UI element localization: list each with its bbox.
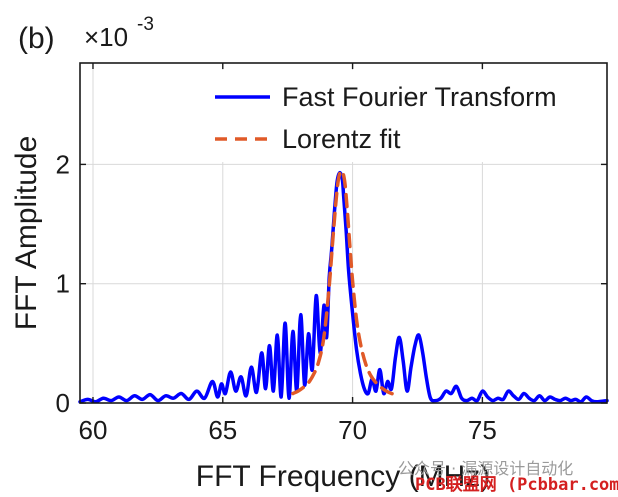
axis-multiplier: ×10 -3 — [84, 14, 154, 52]
y-tick-label: 1 — [56, 269, 70, 299]
y-axis-title: FFT Amplitude — [10, 136, 43, 331]
series-layer — [78, 169, 609, 404]
x-ticks: 60 65 70 75 — [79, 63, 497, 445]
legend: Fast Fourier Transform Lorentz fit — [205, 70, 600, 162]
x-tick-label: 75 — [468, 415, 497, 445]
lorentz-fit-line — [291, 169, 399, 397]
multiplier-exponent: -3 — [137, 14, 154, 35]
y-ticks: 0 1 2 — [56, 149, 607, 418]
watermark: 公众号 · 漏源设计自动化 PCB联盟网 (Pcbbar.com) — [398, 459, 618, 495]
y-tick-label: 2 — [56, 149, 70, 179]
x-tick-label: 65 — [208, 415, 237, 445]
legend-label-fft: Fast Fourier Transform — [282, 82, 557, 112]
x-tick-label: 60 — [79, 415, 108, 445]
y-tick-label: 0 — [56, 388, 70, 418]
panel-label: (b) — [18, 22, 55, 55]
legend-box — [205, 70, 600, 162]
x-tick-label: 70 — [338, 415, 367, 445]
watermark-line2: PCB联盟网 (Pcbbar.com) — [415, 475, 618, 495]
x-axis-title: FFT Frequency (MHz) — [196, 460, 490, 493]
fft-series-line — [78, 170, 609, 404]
watermark-line1: 公众号 · 漏源设计自动化 — [398, 459, 573, 478]
multiplier-base: ×10 — [84, 22, 128, 52]
plot-frame — [79, 62, 608, 404]
legend-label-lorentz: Lorentz fit — [282, 124, 401, 154]
